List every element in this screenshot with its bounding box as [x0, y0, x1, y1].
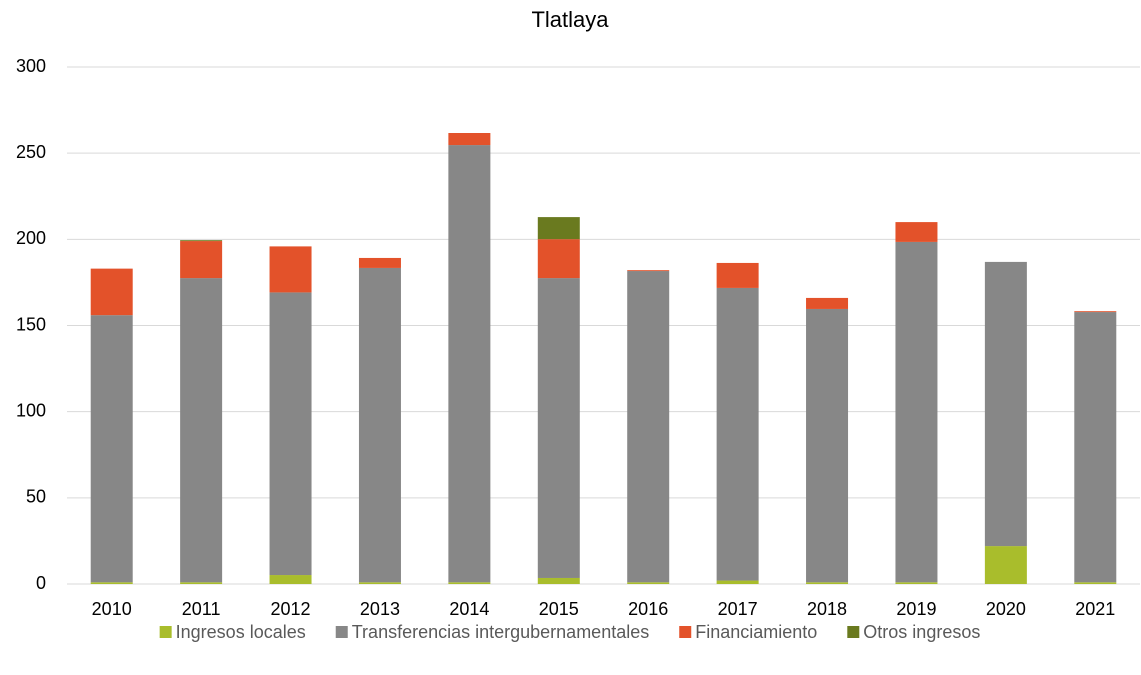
y-tick-label: 200 [16, 228, 46, 248]
x-tick-label: 2015 [539, 599, 579, 619]
bar-segment [180, 582, 223, 584]
legend-swatch [847, 626, 860, 638]
bar-segment [895, 582, 938, 584]
bar-segment [627, 271, 670, 583]
bar-segment [537, 577, 580, 584]
x-tick-label: 2016 [628, 599, 668, 619]
legend-label: Otros ingresos [863, 622, 980, 642]
x-tick-label: 2013 [360, 599, 400, 619]
x-tick-label: 2012 [271, 599, 311, 619]
chart-title: Tlatlaya [531, 7, 609, 32]
legend-swatch [679, 626, 692, 638]
x-tick-label: 2021 [1075, 599, 1115, 619]
bar-segment [180, 240, 223, 242]
x-tick-label: 2011 [182, 599, 221, 619]
bar-segment [1074, 582, 1117, 584]
legend-label: Transferencias intergubernamentales [352, 622, 650, 642]
bar-segment [1074, 312, 1117, 583]
legend-swatch [159, 626, 172, 638]
bar-segment [716, 262, 759, 288]
bar-segment [269, 246, 312, 293]
bar-segment [90, 268, 133, 316]
y-tick-label: 0 [36, 573, 46, 593]
bar-segment [90, 582, 133, 584]
bar-segment [984, 261, 1027, 547]
y-tick-label: 150 [16, 314, 46, 334]
bar-segment [448, 582, 491, 584]
bar-segment [269, 292, 312, 576]
bar-segment [716, 287, 759, 581]
bar-segment [537, 217, 580, 240]
bar-segment [806, 308, 849, 583]
bar-segment [358, 582, 401, 584]
bar-segment [627, 582, 670, 584]
bar-segment [806, 297, 849, 309]
x-tick-label: 2020 [986, 599, 1026, 619]
bar-segment [358, 257, 401, 268]
x-tick-label: 2010 [92, 599, 132, 619]
bar-segment [716, 580, 759, 584]
bar-segment [1074, 311, 1117, 313]
legend-label: Ingresos locales [176, 622, 306, 642]
bar-segment [180, 241, 223, 279]
x-tick-label: 2017 [718, 599, 758, 619]
bar-segment [537, 278, 580, 578]
bar-segment [627, 270, 670, 272]
bar-segment [90, 315, 133, 583]
bar-segment [180, 278, 223, 583]
bar-segment [448, 133, 491, 146]
bar-segment [984, 546, 1027, 584]
bar-segment [895, 241, 938, 583]
y-tick-label: 100 [16, 400, 46, 420]
bar-segment [537, 239, 580, 279]
y-tick-label: 250 [16, 142, 46, 162]
bar-segment [358, 267, 401, 583]
x-tick-label: 2018 [807, 599, 847, 619]
legend-label: Financiamiento [695, 622, 817, 642]
bar-segment [448, 145, 491, 583]
bar-segment [806, 582, 849, 584]
bar-segment [895, 222, 938, 242]
legend-swatch [335, 626, 348, 638]
x-tick-label: 2019 [896, 599, 936, 619]
y-tick-label: 50 [26, 487, 46, 507]
bar-segment [269, 575, 312, 584]
y-tick-label: 300 [16, 56, 46, 76]
x-tick-label: 2014 [449, 599, 489, 619]
